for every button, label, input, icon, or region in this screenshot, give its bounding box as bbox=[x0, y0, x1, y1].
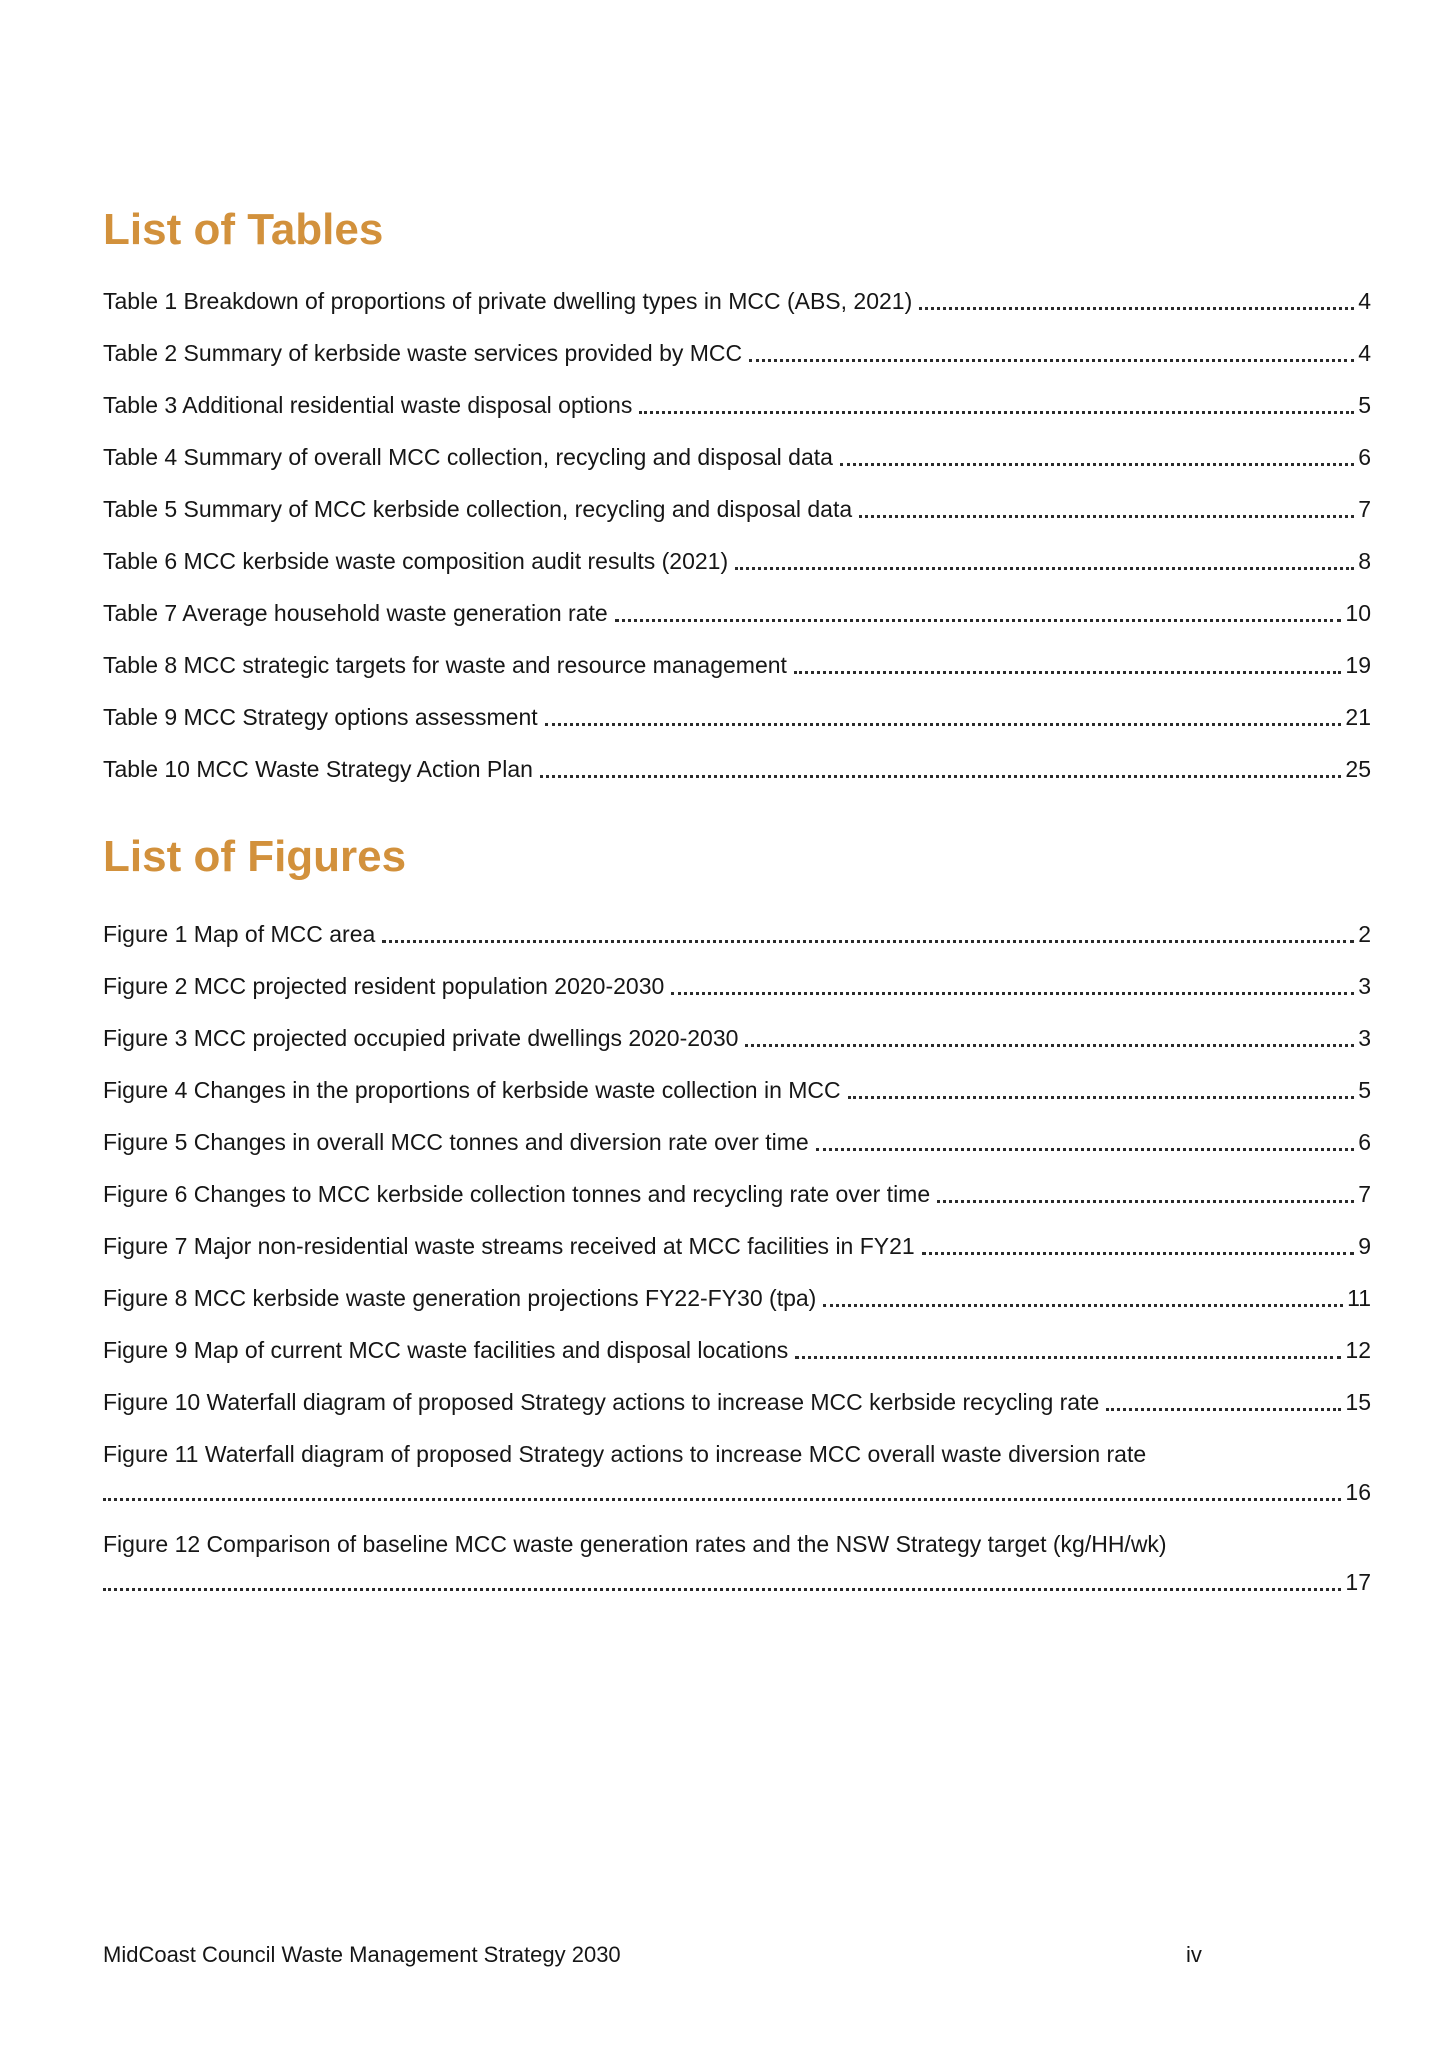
toc-entry-page: 8 bbox=[1358, 548, 1371, 574]
toc-entry-page: 7 bbox=[1358, 1181, 1371, 1207]
leader-dots bbox=[823, 1304, 1344, 1307]
leader-dots bbox=[795, 1356, 1342, 1359]
toc-entry-page: 3 bbox=[1358, 973, 1371, 999]
toc-entry-table-3[interactable]: Table 3 Additional residential waste dis… bbox=[103, 386, 1371, 424]
toc-entry-page: 6 bbox=[1358, 1129, 1371, 1155]
toc-entry-label: Figure 5 Changes in overall MCC tonnes a… bbox=[103, 1129, 809, 1155]
toc-entry-label: Figure 11 Waterfall diagram of proposed … bbox=[103, 1441, 1147, 1467]
toc-entry-figure-4[interactable]: Figure 4 Changes in the proportions of k… bbox=[103, 1071, 1371, 1109]
toc-entry-label: Figure 9 Map of current MCC waste facili… bbox=[103, 1337, 789, 1363]
toc-entry-label: Table 1 Breakdown of proportions of priv… bbox=[103, 288, 913, 314]
toc-entry-label: Table 9 MCC Strategy options assessment bbox=[103, 704, 538, 730]
toc-entry-page: 7 bbox=[1358, 496, 1371, 522]
leader-dots bbox=[382, 940, 1355, 943]
toc-entry-label: Figure 7 Major non-residential waste str… bbox=[103, 1233, 915, 1259]
toc-entry-label: Table 5 Summary of MCC kerbside collecti… bbox=[103, 496, 853, 522]
toc-entry-table-7[interactable]: Table 7 Average household waste generati… bbox=[103, 594, 1371, 632]
toc-entry-label: Table 8 MCC strategic targets for waste … bbox=[103, 652, 787, 678]
toc-entry-table-10[interactable]: Table 10 MCC Waste Strategy Action Plan … bbox=[103, 750, 1371, 788]
leader-dots bbox=[103, 1588, 1342, 1591]
toc-entry-page: 17 bbox=[1345, 1569, 1371, 1595]
toc-entry-page: 5 bbox=[1358, 1077, 1371, 1103]
toc-entry-table-8[interactable]: Table 8 MCC strategic targets for waste … bbox=[103, 646, 1371, 684]
toc-entry-leader-line: 17 bbox=[103, 1563, 1371, 1601]
toc-entry-page: 6 bbox=[1358, 444, 1371, 470]
toc-entry-page: 10 bbox=[1345, 600, 1371, 626]
list-of-figures-heading: List of Figures bbox=[103, 832, 407, 881]
toc-entry-label: Figure 4 Changes in the proportions of k… bbox=[103, 1077, 841, 1103]
toc-entry-label: Figure 1 Map of MCC area bbox=[103, 921, 376, 947]
leader-dots bbox=[735, 567, 1355, 570]
toc-entry-leader-line: 16 bbox=[103, 1473, 1371, 1511]
toc-entry-label: Table 3 Additional residential waste dis… bbox=[103, 392, 633, 418]
toc-entry-figure-12[interactable]: Figure 12 Comparison of baseline MCC was… bbox=[103, 1525, 1371, 1601]
toc-entry-page: 4 bbox=[1358, 288, 1371, 314]
leader-dots bbox=[103, 1498, 1342, 1501]
leader-dots bbox=[847, 1096, 1355, 1099]
toc-entry-figure-8[interactable]: Figure 8 MCC kerbside waste generation p… bbox=[103, 1279, 1371, 1317]
leader-dots bbox=[937, 1200, 1355, 1203]
leader-dots bbox=[859, 515, 1355, 518]
toc-entry-page: 19 bbox=[1345, 652, 1371, 678]
toc-entry-table-6[interactable]: Table 6 MCC kerbside waste composition a… bbox=[103, 542, 1371, 580]
toc-entry-figure-10[interactable]: Figure 10 Waterfall diagram of proposed … bbox=[103, 1383, 1371, 1421]
toc-entry-label: Table 2 Summary of kerbside waste servic… bbox=[103, 340, 743, 366]
leader-dots bbox=[793, 671, 1342, 674]
toc-entry-page: 25 bbox=[1345, 756, 1371, 782]
toc-entry-page: 3 bbox=[1358, 1025, 1371, 1051]
toc-entry-figure-2[interactable]: Figure 2 MCC projected resident populati… bbox=[103, 967, 1371, 1005]
toc-entry-page: 5 bbox=[1358, 392, 1371, 418]
page-content: List of Tables Table 1 Breakdown of prop… bbox=[103, 205, 1371, 1601]
toc-entry-label: Figure 2 MCC projected resident populati… bbox=[103, 973, 665, 999]
leader-dots bbox=[815, 1148, 1355, 1151]
toc-entry-label: Figure 6 Changes to MCC kerbside collect… bbox=[103, 1181, 931, 1207]
toc-entry-page: 16 bbox=[1345, 1479, 1371, 1505]
toc-entry-page: 9 bbox=[1358, 1233, 1371, 1259]
leader-dots bbox=[539, 775, 1342, 778]
toc-entry-table-5[interactable]: Table 5 Summary of MCC kerbside collecti… bbox=[103, 490, 1371, 528]
toc-entry-table-2[interactable]: Table 2 Summary of kerbside waste servic… bbox=[103, 334, 1371, 372]
toc-entry-table-4[interactable]: Table 4 Summary of overall MCC collectio… bbox=[103, 438, 1371, 476]
toc-entry-label: Table 6 MCC kerbside waste composition a… bbox=[103, 548, 729, 574]
leader-dots bbox=[1106, 1408, 1342, 1411]
toc-entry-label: Figure 3 MCC projected occupied private … bbox=[103, 1025, 739, 1051]
toc-entry-figure-1[interactable]: Figure 1 Map of MCC area 2 bbox=[103, 915, 1371, 953]
footer-page-number: iv bbox=[1186, 1942, 1202, 1967]
toc-entry-label: Table 10 MCC Waste Strategy Action Plan bbox=[103, 756, 533, 782]
leader-dots bbox=[839, 463, 1355, 466]
toc-entry-label: Figure 12 Comparison of baseline MCC was… bbox=[103, 1531, 1167, 1557]
toc-entry-label: Table 7 Average household waste generati… bbox=[103, 600, 608, 626]
toc-entry-figure-6[interactable]: Figure 6 Changes to MCC kerbside collect… bbox=[103, 1175, 1371, 1213]
toc-entry-label: Figure 8 MCC kerbside waste generation p… bbox=[103, 1285, 817, 1311]
figures-toc-list: Figure 1 Map of MCC area 2 Figure 2 MCC … bbox=[103, 915, 1371, 1601]
toc-entry-figure-3[interactable]: Figure 3 MCC projected occupied private … bbox=[103, 1019, 1371, 1057]
toc-entry-page: 15 bbox=[1345, 1389, 1371, 1415]
toc-entry-figure-9[interactable]: Figure 9 Map of current MCC waste facili… bbox=[103, 1331, 1371, 1369]
toc-entry-page: 2 bbox=[1358, 921, 1371, 947]
footer-document-title: MidCoast Council Waste Management Strate… bbox=[103, 1942, 621, 1967]
leader-dots bbox=[749, 359, 1355, 362]
toc-entry-figure-7[interactable]: Figure 7 Major non-residential waste str… bbox=[103, 1227, 1371, 1265]
toc-entry-page: 12 bbox=[1345, 1337, 1371, 1363]
toc-entry-label: Figure 10 Waterfall diagram of proposed … bbox=[103, 1389, 1100, 1415]
tables-toc-list: Table 1 Breakdown of proportions of priv… bbox=[103, 282, 1371, 788]
toc-entry-page: 11 bbox=[1347, 1285, 1371, 1311]
toc-entry-figure-11[interactable]: Figure 11 Waterfall diagram of proposed … bbox=[103, 1435, 1371, 1511]
leader-dots bbox=[614, 619, 1342, 622]
leader-dots bbox=[639, 411, 1355, 414]
leader-dots bbox=[544, 723, 1342, 726]
toc-entry-figure-5[interactable]: Figure 5 Changes in overall MCC tonnes a… bbox=[103, 1123, 1371, 1161]
toc-entry-page: 21 bbox=[1345, 704, 1371, 730]
toc-entry-page: 4 bbox=[1358, 340, 1371, 366]
toc-entry-table-1[interactable]: Table 1 Breakdown of proportions of priv… bbox=[103, 282, 1371, 320]
leader-dots bbox=[745, 1044, 1355, 1047]
toc-entry-label: Table 4 Summary of overall MCC collectio… bbox=[103, 444, 833, 470]
leader-dots bbox=[671, 992, 1355, 995]
leader-dots bbox=[921, 1252, 1355, 1255]
list-of-tables-heading: List of Tables bbox=[103, 205, 384, 254]
toc-entry-table-9[interactable]: Table 9 MCC Strategy options assessment … bbox=[103, 698, 1371, 736]
leader-dots bbox=[919, 307, 1355, 310]
